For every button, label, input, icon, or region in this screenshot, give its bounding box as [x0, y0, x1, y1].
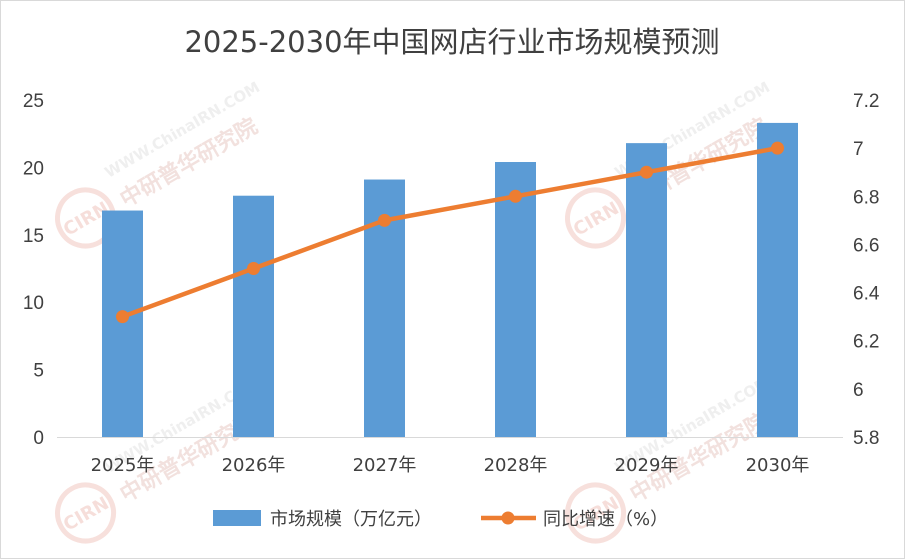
legend-label-line: 同比增速（%） [543, 509, 668, 530]
y-left-tick-label: 20 [23, 158, 44, 179]
y-right-tick-label: 6.4 [853, 284, 880, 305]
bar [233, 195, 274, 437]
y-left-tick-label: 15 [23, 226, 44, 247]
bar-series [102, 122, 798, 438]
legend: 市场规模（万亿元） 同比增速（%） [213, 509, 668, 530]
bar [757, 122, 798, 437]
bar [626, 143, 667, 438]
legend-swatch-marker [501, 511, 515, 525]
line-series [116, 141, 784, 324]
y-left-tick-label: 0 [33, 428, 44, 449]
line-point [509, 189, 522, 203]
y-right-tick-label: 6.2 [853, 332, 879, 353]
y-left-axis: 0 5 10 15 20 25 [23, 91, 44, 449]
y-right-axis: 5.8 6 6.2 6.4 6.6 6.8 7 7.2 [853, 91, 880, 449]
line-point [640, 165, 653, 179]
chart-title: 2025-2030年中国网店行业市场规模预测 [184, 25, 719, 59]
x-tick-label: 2027年 [353, 455, 417, 476]
y-right-tick-label: 6.8 [853, 187, 879, 208]
legend-swatch-bar [213, 510, 261, 526]
x-tick-label: 2025年 [91, 455, 155, 476]
x-tick-label: 2029年 [615, 455, 679, 476]
y-left-tick-label: 10 [23, 293, 44, 314]
y-right-tick-label: 7 [853, 139, 864, 160]
line-point [247, 262, 260, 275]
series-line [121, 145, 778, 319]
line-point [378, 213, 391, 227]
y-right-tick-label: 6.6 [853, 235, 879, 256]
x-tick-label: 2028年 [484, 455, 548, 476]
x-axis: 2025年 2026年 2027年 2028年 2029年 2030年 [91, 455, 810, 476]
y-right-tick-label: 7.2 [853, 91, 879, 112]
y-right-tick-label: 5.8 [853, 428, 879, 449]
line-point [771, 141, 784, 155]
bar [495, 162, 536, 437]
x-tick-label: 2026年 [222, 455, 286, 476]
y-left-tick-label: 25 [23, 91, 44, 112]
legend-label-bar: 市场规模（万亿元） [270, 509, 432, 530]
line-point [116, 310, 129, 324]
y-right-tick-label: 6 [853, 380, 864, 401]
x-tick-label: 2030年 [746, 455, 810, 476]
y-left-tick-label: 5 [33, 361, 44, 382]
bar [102, 210, 143, 437]
